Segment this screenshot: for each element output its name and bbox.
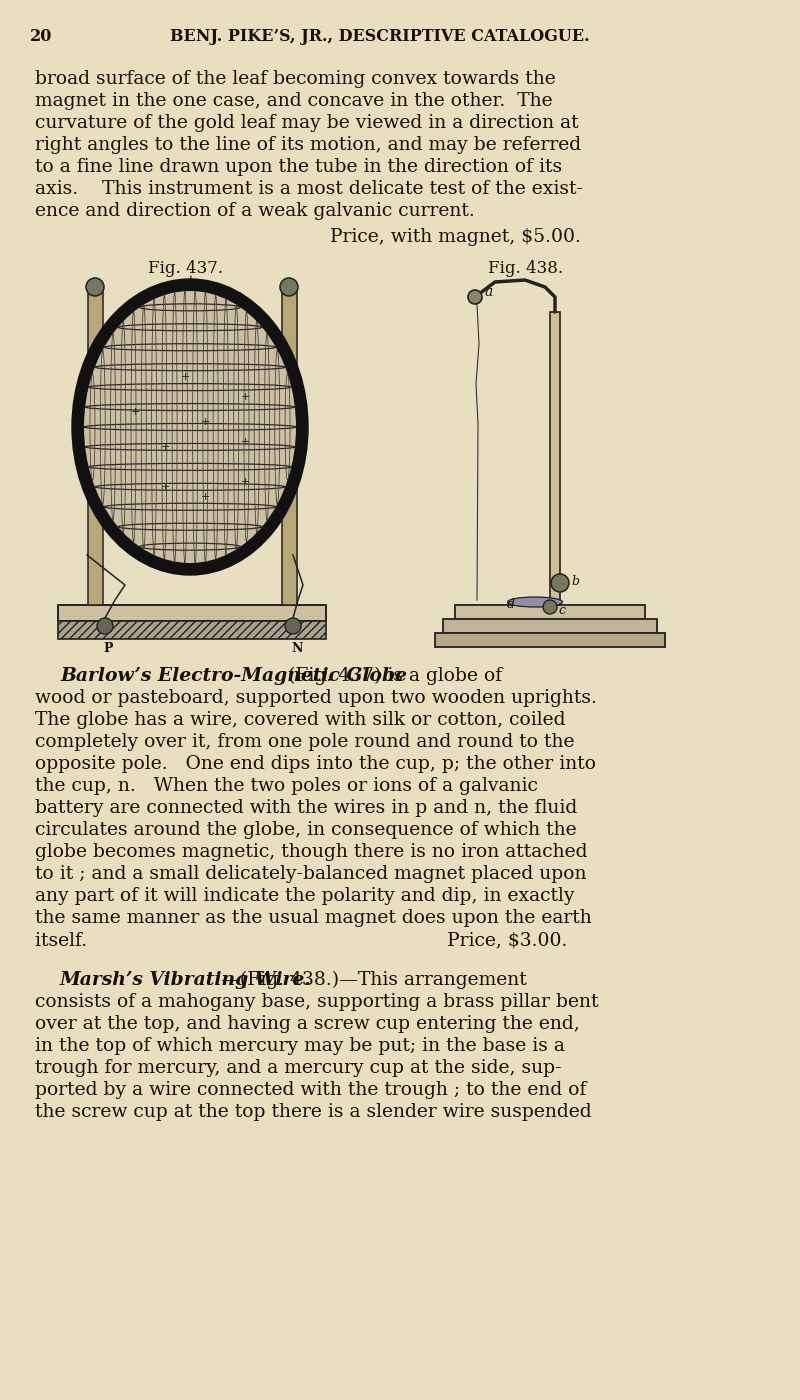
Text: Fig. 437.: Fig. 437.: [148, 260, 223, 277]
Text: opposite pole.   One end dips into the cup, p; the other into: opposite pole. One end dips into the cup…: [35, 755, 596, 773]
Ellipse shape: [84, 291, 296, 563]
Text: b: b: [571, 575, 579, 588]
Text: right angles to the line of its motion, and may be referred: right angles to the line of its motion, …: [35, 136, 581, 154]
Circle shape: [543, 601, 557, 615]
Text: The globe has a wire, covered with silk or cotton, coiled: The globe has a wire, covered with silk …: [35, 711, 566, 729]
Text: itself.                                                            Price, $3.00.: itself. Price, $3.00.: [35, 931, 567, 949]
Circle shape: [280, 279, 298, 295]
Bar: [58, 605, 326, 622]
Text: broad surface of the leaf becoming convex towards the: broad surface of the leaf becoming conve…: [35, 70, 556, 88]
Text: 20: 20: [30, 28, 52, 45]
Circle shape: [468, 290, 482, 304]
Text: +: +: [160, 482, 170, 491]
Text: circulates around the globe, in consequence of which the: circulates around the globe, in conseque…: [35, 820, 577, 839]
Text: +: +: [240, 437, 250, 447]
Text: consists of a mahogany base, supporting a brass pillar bent: consists of a mahogany base, supporting …: [35, 993, 598, 1011]
Text: the same manner as the usual magnet does upon the earth: the same manner as the usual magnet does…: [35, 909, 592, 927]
Text: to it ; and a small delicately-balanced magnet placed upon: to it ; and a small delicately-balanced …: [35, 865, 586, 883]
Text: +: +: [180, 372, 190, 382]
Text: c: c: [558, 603, 565, 616]
Text: ence and direction of a weak galvanic current.: ence and direction of a weak galvanic cu…: [35, 202, 474, 220]
Text: P: P: [103, 643, 113, 655]
Text: +: +: [200, 417, 210, 427]
Text: magnet in the one case, and concave in the other.  The: magnet in the one case, and concave in t…: [35, 92, 553, 111]
Text: d: d: [507, 599, 515, 612]
Text: +: +: [160, 442, 170, 452]
Ellipse shape: [72, 279, 308, 575]
Text: —(Fig. 438.)—This arrangement: —(Fig. 438.)—This arrangement: [221, 972, 526, 990]
Text: globe becomes magnetic, though there is no iron attached: globe becomes magnetic, though there is …: [35, 843, 587, 861]
Text: +: +: [130, 407, 140, 417]
Text: ported by a wire connected with the trough ; to the end of: ported by a wire connected with the trou…: [35, 1081, 586, 1099]
Text: +: +: [240, 477, 250, 487]
Text: a: a: [485, 286, 494, 300]
Text: Marsh’s Vibrating Wire.: Marsh’s Vibrating Wire.: [60, 972, 312, 988]
Text: wood or pasteboard, supported upon two wooden uprights.: wood or pasteboard, supported upon two w…: [35, 689, 597, 707]
Text: to a fine line drawn upon the tube in the direction of its: to a fine line drawn upon the tube in th…: [35, 158, 562, 176]
Bar: [58, 622, 326, 638]
Text: completely over it, from one pole round and round to the: completely over it, from one pole round …: [35, 734, 574, 750]
Circle shape: [86, 279, 104, 295]
Text: +: +: [240, 392, 250, 402]
Bar: [282, 288, 297, 605]
Text: over at the top, and having a screw cup entering the end,: over at the top, and having a screw cup …: [35, 1015, 580, 1033]
Bar: [550, 312, 560, 605]
Text: trough for mercury, and a mercury cup at the side, sup-: trough for mercury, and a mercury cup at…: [35, 1058, 562, 1077]
Text: curvature of the gold leaf may be viewed in a direction at: curvature of the gold leaf may be viewed…: [35, 113, 578, 132]
Text: the cup, n.   When the two poles or ions of a galvanic: the cup, n. When the two poles or ions o…: [35, 777, 538, 795]
Circle shape: [285, 617, 301, 634]
Text: battery are connected with the wires in p and n, the fluid: battery are connected with the wires in …: [35, 799, 578, 818]
Text: the screw cup at the top there is a slender wire suspended: the screw cup at the top there is a slen…: [35, 1103, 592, 1121]
Text: any part of it will indicate the polarity and dip, in exactly: any part of it will indicate the polarit…: [35, 888, 574, 904]
Text: Barlow’s Electro-Magnetic Globe: Barlow’s Electro-Magnetic Globe: [60, 666, 407, 685]
Text: Price, with magnet, $5.00.: Price, with magnet, $5.00.: [330, 228, 581, 246]
Text: in the top of which mercury may be put; in the base is a: in the top of which mercury may be put; …: [35, 1037, 565, 1056]
Bar: [443, 619, 657, 633]
Text: axis.    This instrument is a most delicate test of the exist-: axis. This instrument is a most delicate…: [35, 181, 583, 197]
Text: BENJ. PIKE’S, JR., DESCRIPTIVE CATALOGUE.: BENJ. PIKE’S, JR., DESCRIPTIVE CATALOGUE…: [170, 28, 590, 45]
Text: +: +: [200, 491, 210, 503]
Text: +: +: [184, 274, 196, 288]
Circle shape: [551, 574, 569, 592]
Circle shape: [97, 617, 113, 634]
Bar: [88, 288, 103, 605]
Text: (Fig. 437) is a globe of: (Fig. 437) is a globe of: [282, 666, 502, 685]
Bar: [435, 633, 665, 647]
Text: N: N: [291, 643, 302, 655]
Text: Fig. 438.: Fig. 438.: [488, 260, 563, 277]
Ellipse shape: [507, 596, 562, 608]
Bar: [455, 605, 645, 619]
